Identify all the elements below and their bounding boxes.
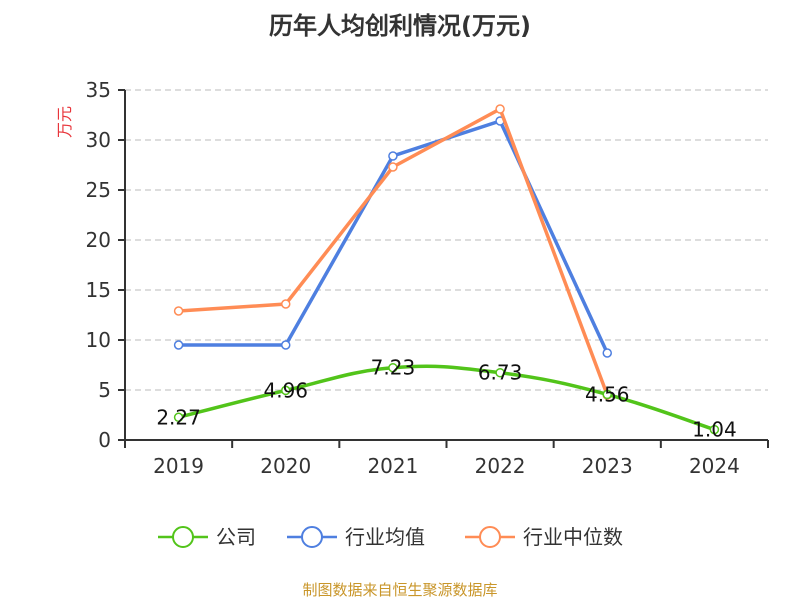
data-point (388, 151, 398, 161)
x-tick-label: 2022 (475, 454, 526, 478)
data-point (281, 340, 291, 350)
data-point (281, 385, 291, 396)
y-tick-label: 0 (98, 428, 111, 452)
y-tick-label: 5 (98, 378, 111, 402)
data-point (602, 348, 612, 358)
data-point (602, 389, 612, 400)
data-point (173, 412, 184, 423)
legend-item[interactable]: 行业中位数 (465, 525, 623, 549)
data-label: 1.04 (692, 418, 737, 442)
data-label: 6.73 (478, 361, 523, 385)
data-point (388, 362, 398, 373)
legend-marker (479, 526, 501, 548)
x-tick-label: 2023 (582, 454, 633, 478)
y-tick-label: 35 (86, 78, 111, 102)
y-tick-label: 15 (86, 278, 111, 302)
chart-title: 历年人均创利情况(万元) (269, 12, 531, 40)
legend-marker (172, 526, 194, 548)
legend-label: 公司 (216, 525, 256, 549)
legend-label: 行业中位数 (523, 525, 623, 549)
data-point (281, 299, 291, 309)
data-point (495, 367, 505, 378)
legend-label: 行业均值 (345, 525, 425, 549)
legend-marker (301, 526, 323, 548)
x-tick-label: 2020 (260, 454, 311, 478)
data-point (388, 162, 398, 172)
x-tick-label: 2024 (689, 454, 740, 478)
x-tick-label: 2021 (367, 454, 418, 478)
data-point (709, 424, 720, 435)
data-label: 4.56 (585, 382, 630, 406)
y-tick-label: 20 (86, 228, 111, 252)
data-point (173, 340, 184, 350)
x-tick-label: 2019 (153, 454, 204, 478)
y-tick-label: 10 (86, 328, 111, 352)
data-label: 7.23 (371, 356, 416, 380)
source-note: 制图数据来自恒生聚源数据库 (302, 581, 497, 599)
legend-item[interactable]: 公司 (158, 525, 256, 549)
data-point (173, 306, 184, 316)
y-axis-label: 万元 (55, 106, 74, 138)
data-label: 4.96 (263, 378, 308, 402)
legend-item[interactable]: 行业均值 (287, 525, 425, 549)
data-label: 2.27 (156, 405, 201, 429)
data-point (495, 104, 505, 114)
series-line-0 (178, 364, 715, 432)
y-tick-label: 30 (86, 128, 111, 152)
y-tick-label: 25 (86, 178, 111, 202)
